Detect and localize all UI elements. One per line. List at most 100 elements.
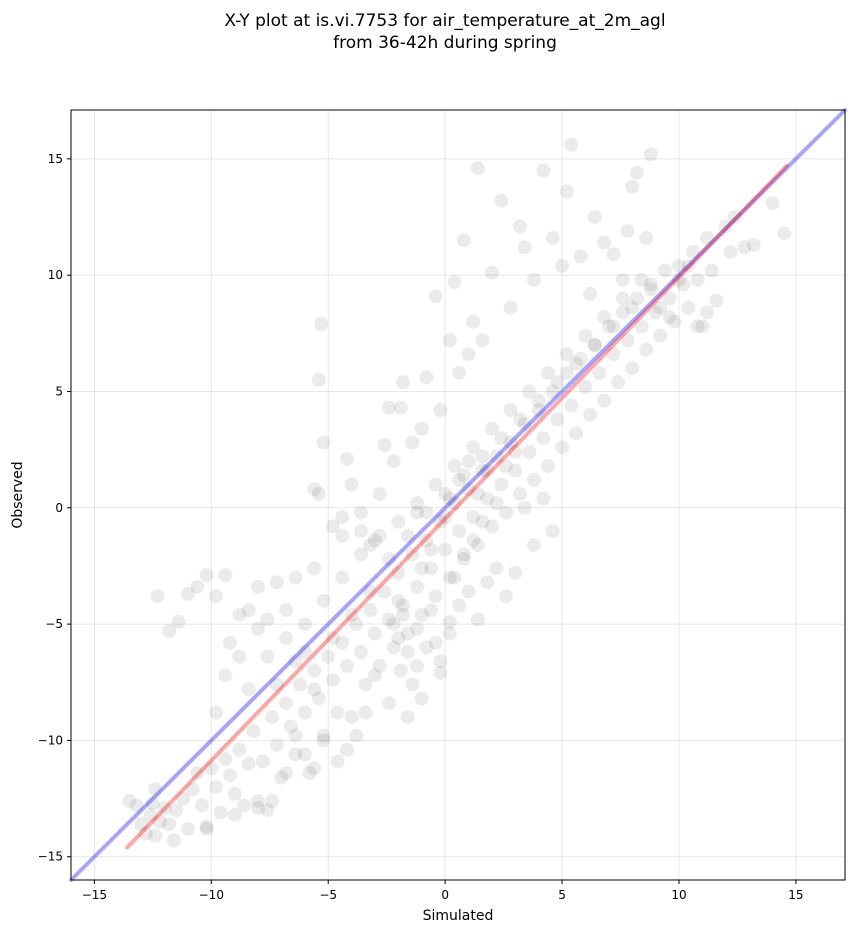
scatter-point xyxy=(564,137,579,152)
scatter-point xyxy=(382,612,397,627)
scatter-point xyxy=(241,603,256,618)
scatter-point xyxy=(410,579,425,594)
scatter-point xyxy=(447,570,462,585)
scatter-point xyxy=(162,624,177,639)
scatter-point xyxy=(718,219,733,234)
scatter-point xyxy=(330,754,345,769)
scatter-point xyxy=(671,258,686,273)
scatter-point xyxy=(148,828,163,843)
scatter-point xyxy=(265,793,280,808)
scatter-point xyxy=(526,538,541,553)
scatter-point xyxy=(279,603,294,618)
scatter-point xyxy=(143,807,158,822)
scatter-point xyxy=(461,347,476,362)
scatter-point xyxy=(391,565,406,580)
scatter-point xyxy=(339,451,354,466)
scatter-point xyxy=(405,435,420,450)
scatter-point xyxy=(438,542,453,557)
scatter-point xyxy=(447,458,462,473)
scatter-point xyxy=(489,496,504,511)
scatter-point xyxy=(148,782,163,797)
scatter-point xyxy=(386,617,401,632)
scatter-point xyxy=(353,524,368,539)
scatter-point xyxy=(232,742,247,757)
scatter-point xyxy=(208,705,223,720)
scatter-point xyxy=(367,533,382,548)
scatter-point xyxy=(512,486,527,501)
scatter-point xyxy=(428,289,443,304)
scatter-point xyxy=(536,431,551,446)
y-tick-label: −10 xyxy=(38,733,63,747)
scatter-point xyxy=(433,665,448,680)
scatter-point xyxy=(653,300,668,315)
chart-title-line-2: from 36-42h during spring xyxy=(333,33,557,53)
scatter-point xyxy=(508,444,523,459)
scatter-point xyxy=(442,614,457,629)
scatter-point xyxy=(208,779,223,794)
scatter-point xyxy=(353,505,368,520)
scatter-point xyxy=(410,505,425,520)
scatter-point xyxy=(512,412,527,427)
scatter-point xyxy=(339,742,354,757)
chart-title-line-1: X-Y plot at is.vi.7753 for air_temperatu… xyxy=(224,11,665,31)
scatter-point xyxy=(452,365,467,380)
scatter-point xyxy=(662,291,677,306)
scatter-point xyxy=(330,705,345,720)
scatter-point xyxy=(307,761,322,776)
scatter-point xyxy=(555,440,570,455)
scatter-point xyxy=(358,677,373,692)
scatter-point xyxy=(447,496,462,511)
scatter-point xyxy=(199,821,214,836)
scatter-point xyxy=(667,314,682,329)
grid xyxy=(71,110,845,880)
scatter-point xyxy=(601,319,616,334)
scatter-point xyxy=(400,528,415,543)
scatter-point xyxy=(700,305,715,320)
scatter-point xyxy=(541,458,556,473)
scatter-point xyxy=(508,463,523,478)
scatter-point xyxy=(251,800,266,815)
scatter-point xyxy=(410,496,425,511)
scatter-point xyxy=(180,821,195,836)
scatter-point xyxy=(531,393,546,408)
y-axis-label: Observed xyxy=(10,461,26,528)
scatter-point xyxy=(700,230,715,245)
scatter-point xyxy=(152,814,167,829)
scatter-point xyxy=(629,291,644,306)
scatter-point xyxy=(466,510,481,525)
scatter-point xyxy=(583,286,598,301)
scatter-point xyxy=(227,786,242,801)
x-tick-label: 5 xyxy=(558,888,566,902)
scatter-point xyxy=(372,486,387,501)
scatter-point xyxy=(218,568,233,583)
scatter-point xyxy=(447,275,462,290)
scatter-point xyxy=(377,584,392,599)
scatter-point xyxy=(625,179,640,194)
scatter-point xyxy=(297,705,312,720)
scatter-point xyxy=(171,614,186,629)
scatter-point xyxy=(419,533,434,548)
scatter-point xyxy=(517,240,532,255)
scatter-point xyxy=(583,407,598,422)
scatter-point xyxy=(737,240,752,255)
scatter-point xyxy=(302,765,317,780)
scatter-point xyxy=(251,621,266,636)
scatter-point xyxy=(545,524,560,539)
scatter-point xyxy=(690,319,705,334)
scatter-point xyxy=(442,626,457,641)
scatter-point xyxy=(559,365,574,380)
x-tick-label: −10 xyxy=(199,888,224,902)
scatter-point xyxy=(176,791,191,806)
scatter-point xyxy=(438,510,453,525)
scatter-point xyxy=(466,440,481,455)
scatter-point xyxy=(377,437,392,452)
scatter-point xyxy=(382,551,397,566)
scatter-point xyxy=(480,491,495,506)
scatter-point xyxy=(349,728,364,743)
scatter-point xyxy=(643,282,658,297)
scatter-point xyxy=(367,626,382,641)
scatter-point xyxy=(339,658,354,673)
scatter-point xyxy=(606,247,621,262)
scatter-point xyxy=(400,645,415,660)
scatter-point xyxy=(363,603,378,618)
